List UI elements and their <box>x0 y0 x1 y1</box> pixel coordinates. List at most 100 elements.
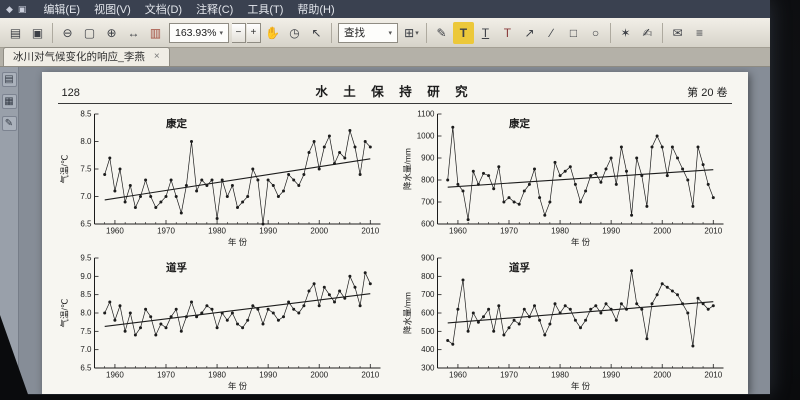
zoom-in-tool-icon: ⊕ <box>106 25 117 40</box>
svg-text:1970: 1970 <box>157 371 175 380</box>
window-icons: ◆ ▣ <box>6 4 26 15</box>
find-box[interactable]: 查找 ▾ <box>337 22 398 43</box>
document-tab[interactable]: 冰川对气候变化的响应_李燕 × <box>3 47 170 66</box>
note-comment-icon[interactable]: ✎ <box>431 22 452 44</box>
svg-text:2000: 2000 <box>310 371 328 380</box>
svg-text:1980: 1980 <box>208 227 226 236</box>
toolbar-separator <box>52 22 53 43</box>
print-icon[interactable]: ▣ <box>27 22 48 44</box>
svg-text:2000: 2000 <box>653 227 671 236</box>
svg-text:2010: 2010 <box>704 371 722 380</box>
arrow-annotation-icon: ↗ <box>524 25 535 40</box>
chart-kangding-precipitation: 600 700 800 900 1000 1100 1960 1970 1980 1990 2000… <box>401 108 732 248</box>
marquee-zoom-icon[interactable]: ▢ <box>79 22 100 44</box>
pages-panel-icon[interactable]: ▦ <box>1 94 17 109</box>
menu-edit[interactable]: 编辑(E) <box>43 4 81 16</box>
pdf-page: 128 水 土 保 持 研 究 第 20 卷 6.5 7.0 7.5 8.0 8.5 19… <box>41 72 748 394</box>
svg-text:年 份: 年 份 <box>227 381 247 391</box>
page-header: 128 水 土 保 持 研 究 第 20 卷 <box>57 81 732 104</box>
svg-text:康定: 康定 <box>166 117 187 130</box>
select-tool-icon[interactable]: ↖ <box>306 22 327 44</box>
chart-daofu-precipitation: 300 400 500 600 700 800 900 1960 1970 1980 1990 200… <box>401 252 732 392</box>
zoom-decrease-button[interactable]: − <box>231 22 246 43</box>
svg-text:2010: 2010 <box>361 227 379 236</box>
app-window: ◆ ▣ 编辑(E) 视图(V) 文档(D) 注释(C) 工具(T) 帮助(H) ▤ ▣ ⊖ ▢ ⊕ ↔… <box>0 0 770 394</box>
open-file-icon: ▤ <box>9 25 22 40</box>
svg-text:800: 800 <box>421 176 435 185</box>
snapshot-icon[interactable]: ◷ <box>284 22 305 44</box>
bookmarks-panel-icon[interactable]: ▤ <box>1 72 17 87</box>
send-mail-icon: ✉ <box>672 25 683 40</box>
svg-text:1990: 1990 <box>259 227 277 236</box>
menu-items: 编辑(E) 视图(V) 文档(D) 注释(C) 工具(T) 帮助(H) <box>36 1 341 17</box>
page-layout-icon[interactable]: ⊞ ▾ <box>401 22 422 44</box>
document-tab-label: 冰川对气候变化的响应_李燕 <box>13 51 145 63</box>
volume-label: 第 20 卷 <box>687 87 728 99</box>
page-viewport: 128 水 土 保 持 研 究 第 20 卷 6.5 7.0 7.5 8.0 8.5 19… <box>19 67 770 394</box>
toolbar-separator <box>609 22 611 43</box>
select-tool-icon: ↖ <box>311 25 322 40</box>
fit-width-icon[interactable]: ↔ <box>123 22 144 44</box>
svg-text:年 份: 年 份 <box>570 381 590 391</box>
menu-tools[interactable]: 工具(T) <box>247 4 284 16</box>
zoom-in-tool-icon[interactable]: ⊕ <box>101 22 122 44</box>
toolbar-separator <box>425 22 427 43</box>
svg-text:7.0: 7.0 <box>80 345 92 354</box>
svg-text:1990: 1990 <box>602 371 620 380</box>
menu-help[interactable]: 帮助(H) <box>297 4 335 16</box>
actual-size-icon: ▥ <box>149 25 162 40</box>
svg-text:2000: 2000 <box>310 227 328 236</box>
zoom-increase-button[interactable]: + <box>246 22 261 43</box>
toolbar: ▤ ▣ ⊖ ▢ ⊕ ↔ ▥ 163.93% ▾ − + ✋ ◷ ↖ 查找 ▾ ⊞ ▾ ✎ T T T ↗ ∕ □ ○ ✶ ✍ ✉ ≡ <box>0 18 770 48</box>
highlight-text-icon: T <box>459 25 468 40</box>
toolbar-separator <box>330 22 332 43</box>
svg-text:7.5: 7.5 <box>80 165 92 174</box>
svg-text:900: 900 <box>421 154 435 163</box>
menu-comment[interactable]: 注释(C) <box>196 4 234 16</box>
svg-text:1990: 1990 <box>259 371 277 380</box>
send-mail-icon[interactable]: ✉ <box>667 22 688 44</box>
zoom-out-tool-icon[interactable]: ⊖ <box>57 22 78 44</box>
menu-document[interactable]: 文档(D) <box>144 4 183 16</box>
printer-icon[interactable]: ≡ <box>689 22 710 44</box>
line-annotation-icon[interactable]: ∕ <box>541 22 562 44</box>
underline-text-icon[interactable]: T <box>475 22 496 44</box>
actual-size-icon[interactable]: ▥ <box>145 22 166 44</box>
document-area: ▤ ▦ ✎ 128 水 土 保 持 研 究 第 20 卷 6.5 7.0 7.5 8.0 8… <box>0 67 770 394</box>
svg-text:2000: 2000 <box>653 371 671 380</box>
menu-view[interactable]: 视图(V) <box>94 4 131 16</box>
open-file-icon[interactable]: ▤ <box>5 22 26 44</box>
svg-text:1980: 1980 <box>551 371 569 380</box>
svg-text:1980: 1980 <box>208 371 226 380</box>
highlight-text-icon[interactable]: T <box>452 21 474 44</box>
window-icon[interactable]: ▣ <box>17 3 27 14</box>
svg-text:气温/℃: 气温/℃ <box>59 298 69 327</box>
comments-panel-icon[interactable]: ✎ <box>1 116 17 131</box>
rectangle-annotation-icon[interactable]: □ <box>563 22 584 44</box>
app-icon[interactable]: ◆ <box>6 3 13 14</box>
svg-text:9.5: 9.5 <box>80 254 92 263</box>
chart-canvas-kangding-temperature: 6.5 7.0 7.5 8.0 8.5 1960 1970 1980 1990 2000 2010 康… <box>59 110 380 247</box>
svg-text:7.5: 7.5 <box>80 327 92 336</box>
ellipse-annotation-icon[interactable]: ○ <box>585 22 606 44</box>
stamp-icon[interactable]: ✶ <box>615 22 636 44</box>
monitor-corner <box>0 315 30 400</box>
svg-text:年 份: 年 份 <box>570 237 590 247</box>
signature-icon: ✍ <box>642 25 653 40</box>
tab-close-icon[interactable]: × <box>153 51 160 62</box>
svg-text:道孚: 道孚 <box>166 261 187 274</box>
arrow-annotation-icon[interactable]: ↗ <box>519 22 540 44</box>
signature-icon[interactable]: ✍ <box>637 22 658 44</box>
svg-text:1970: 1970 <box>500 371 518 380</box>
journal-title: 水 土 保 持 研 究 <box>315 85 474 99</box>
menu-bar: ◆ ▣ 编辑(E) 视图(V) 文档(D) 注释(C) 工具(T) 帮助(H) <box>0 0 770 18</box>
svg-text:600: 600 <box>421 220 435 229</box>
strikeout-text-icon[interactable]: T <box>497 22 518 44</box>
zoom-level-select[interactable]: 163.93% ▾ <box>169 22 229 43</box>
hand-tool-icon[interactable]: ✋ <box>262 22 283 44</box>
print-icon: ▣ <box>31 25 44 40</box>
navigation-panel: ▤ ▦ ✎ <box>0 67 19 394</box>
chart-canvas-kangding-precipitation: 600 700 800 900 1000 1100 1960 1970 1980 1990 2000… <box>402 110 723 247</box>
svg-text:1990: 1990 <box>602 227 620 236</box>
svg-text:降水量/mm: 降水量/mm <box>402 292 412 334</box>
